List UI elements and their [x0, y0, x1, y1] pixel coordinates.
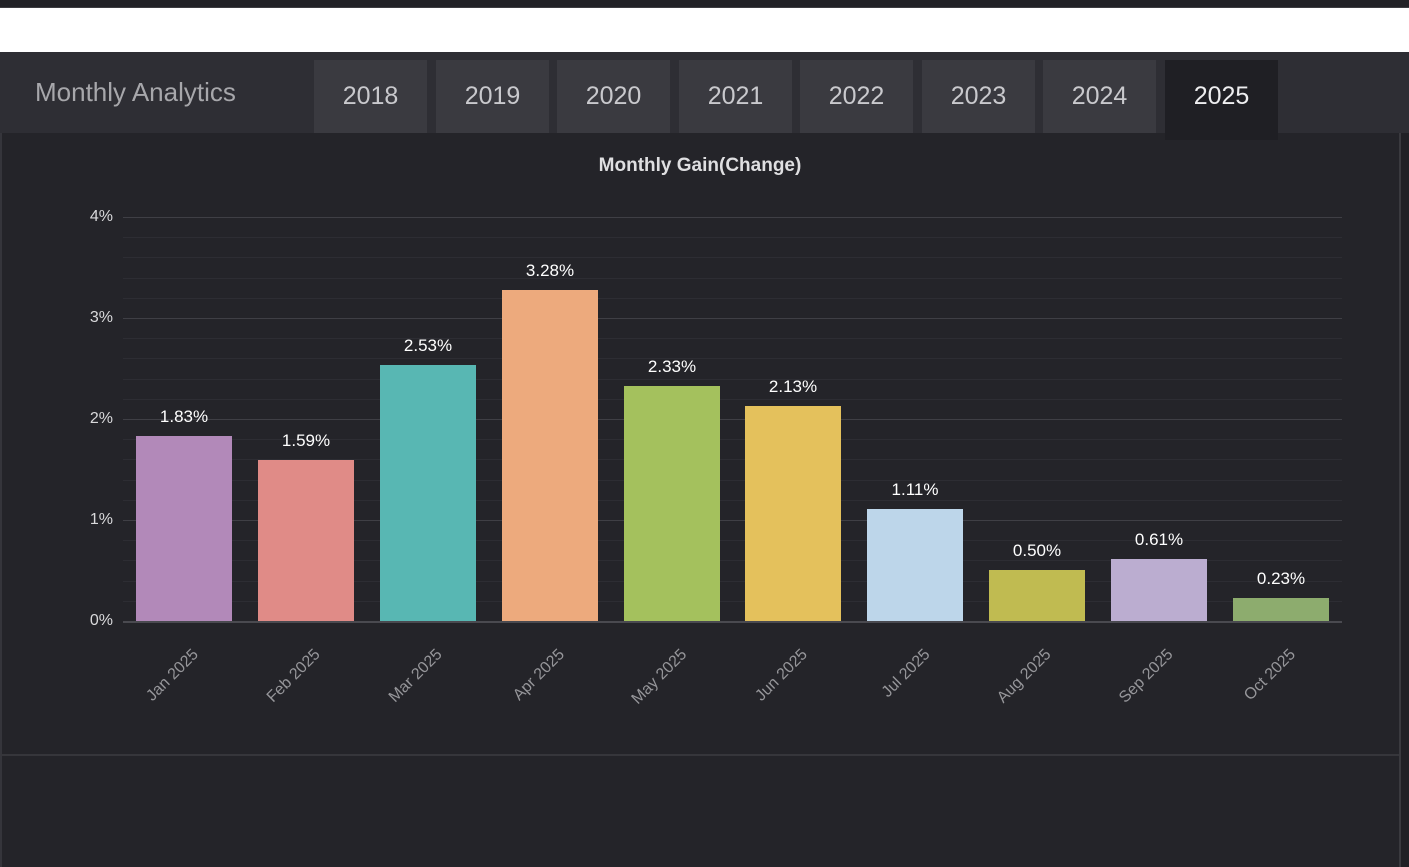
gridline-minor: [123, 459, 1342, 460]
tab-2022[interactable]: 2022: [800, 60, 913, 133]
panel-right-gutter: [1401, 133, 1409, 867]
bar-mar-2025[interactable]: [380, 365, 476, 621]
gridline-minor: [123, 278, 1342, 279]
tab-2019[interactable]: 2019: [436, 60, 549, 133]
gridline-minor: [123, 540, 1342, 541]
gridline-minor: [123, 500, 1342, 501]
y-axis-label: 2%: [89, 410, 113, 427]
bar-aug-2025[interactable]: [989, 570, 1085, 621]
chart-title: Monthly Gain(Change): [598, 155, 802, 176]
tab-2025[interactable]: 2025: [1165, 60, 1278, 140]
bar-value-label: 0.61%: [1134, 530, 1184, 549]
bar-may-2025[interactable]: [624, 386, 720, 621]
gridline-major: [123, 217, 1342, 218]
y-axis-label: 4%: [89, 208, 113, 225]
bar-value-label: 0.50%: [1012, 541, 1062, 560]
top-window-strip: [0, 0, 1409, 8]
bar-feb-2025[interactable]: [258, 460, 354, 621]
bar-oct-2025[interactable]: [1233, 598, 1329, 621]
bar-value-label: 3.28%: [525, 261, 575, 280]
gridline-minor: [123, 237, 1342, 238]
gridline-minor: [123, 480, 1342, 481]
bar-value-label: 2.53%: [403, 336, 453, 355]
bar-apr-2025[interactable]: [502, 290, 598, 621]
gridline-minor: [123, 379, 1342, 380]
gridline-minor: [123, 439, 1342, 440]
tab-2018[interactable]: 2018: [314, 60, 427, 133]
gridline-major: [123, 520, 1342, 521]
tab-2021[interactable]: 2021: [679, 60, 792, 133]
bar-value-label: 1.83%: [159, 407, 209, 426]
bar-value-label: 1.11%: [891, 480, 939, 499]
gridline-major: [123, 419, 1342, 420]
gridline-minor: [123, 399, 1342, 400]
bar-sep-2025[interactable]: [1111, 559, 1207, 621]
tab-2024[interactable]: 2024: [1043, 60, 1156, 133]
gridline-minor: [123, 358, 1342, 359]
bar-jun-2025[interactable]: [745, 406, 841, 621]
panel-right-border: [1399, 133, 1401, 867]
bar-jan-2025[interactable]: [136, 436, 232, 621]
bar-value-label: 2.33%: [647, 357, 697, 376]
tab-2023[interactable]: 2023: [922, 60, 1035, 133]
gridline-minor: [123, 298, 1342, 299]
y-axis-label: 3%: [89, 309, 113, 326]
gridline-minor: [123, 601, 1342, 602]
bar-jul-2025[interactable]: [867, 509, 963, 621]
gridline-major: [123, 621, 1342, 623]
gridline-minor: [123, 257, 1342, 258]
tab-2020[interactable]: 2020: [557, 60, 670, 133]
gridline-minor: [123, 338, 1342, 339]
bar-value-label: 2.13%: [768, 377, 818, 396]
y-axis-label: 0%: [89, 612, 113, 629]
bar-value-label: 0.23%: [1256, 569, 1306, 588]
bar-value-label: 1.59%: [281, 431, 331, 450]
panel-divider: [0, 754, 1409, 756]
page-title: Monthly Analytics: [35, 77, 236, 107]
gridline-minor: [123, 560, 1342, 561]
gridline-major: [123, 318, 1342, 319]
gridline-minor: [123, 581, 1342, 582]
y-axis-label: 1%: [89, 511, 113, 528]
